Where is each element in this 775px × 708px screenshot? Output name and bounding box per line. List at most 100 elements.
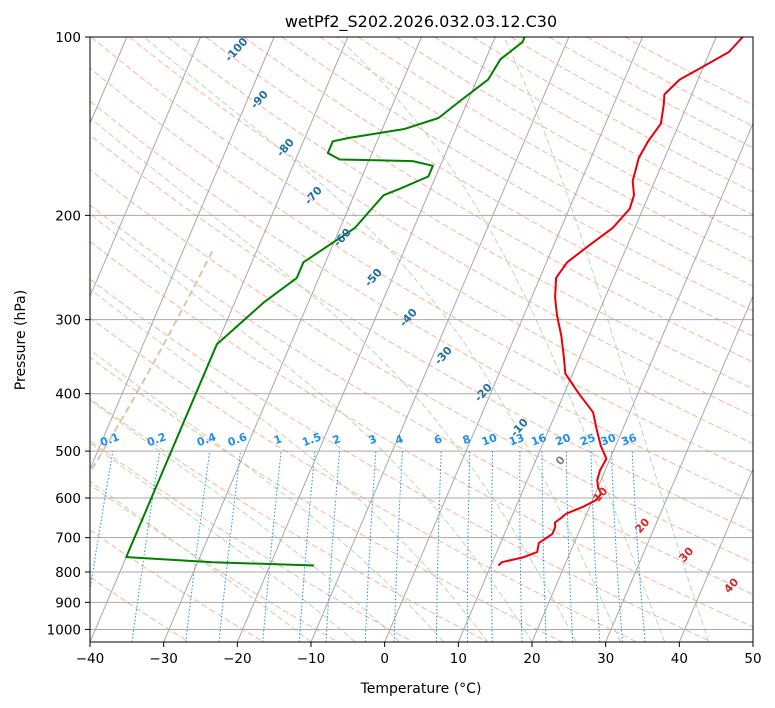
dry-adiabat — [90, 484, 339, 642]
dry-adiabat — [548, 37, 753, 149]
x-tick-label: −10 — [297, 651, 326, 667]
x-tick-label: 40 — [671, 651, 688, 667]
mixing-ratio-label: 3 — [367, 432, 379, 447]
dry-adiabat — [90, 397, 488, 642]
dry-adiabat — [90, 529, 264, 642]
isotherm-line — [236, 37, 496, 642]
mixing-ratio-label: 0.4 — [195, 430, 218, 449]
mixing-ratio-label: 1 — [272, 432, 284, 447]
y-tick-label: 1000 — [47, 622, 81, 638]
dry-adiabat — [90, 278, 712, 642]
isotherm-line — [457, 37, 717, 642]
mixing-ratio-line — [185, 451, 211, 642]
isotherm-line — [605, 295, 753, 642]
moist-adiabat — [503, 37, 710, 642]
dry-adiabat — [90, 168, 753, 564]
dry-adiabat — [90, 317, 638, 642]
y-tick-label: 400 — [55, 387, 81, 403]
line-labels: -100-90-80-70-60-50-40-30-20-10010203040… — [98, 35, 741, 596]
mixing-ratio-line — [466, 451, 471, 642]
moist-adiabat — [90, 349, 444, 642]
mixing-ratio-label: 30 — [599, 431, 618, 449]
dry-adiabat — [90, 134, 753, 533]
x-tick-label: 50 — [744, 651, 761, 667]
isotherm-line — [678, 467, 753, 642]
isotherm-label: -60 — [331, 226, 354, 250]
x-tick-label: 20 — [523, 651, 540, 667]
isotherm-label: 0 — [553, 453, 568, 468]
y-tick-label: 300 — [55, 313, 81, 329]
mixing-ratio-label: 25 — [578, 431, 597, 448]
dry-adiabat — [90, 37, 753, 445]
x-tick-label: 30 — [597, 651, 614, 667]
x-tick-label: −30 — [149, 651, 178, 667]
dry-adiabat — [434, 37, 753, 216]
moist-adiabat — [90, 442, 356, 642]
moist-adiabat — [90, 399, 400, 642]
dry-adiabat — [90, 241, 753, 628]
y-tick-label: 600 — [55, 491, 81, 507]
plot-frame — [89, 36, 754, 643]
mixing-ratio-label: 0.1 — [98, 430, 121, 449]
dry-adiabat — [90, 440, 414, 642]
mixing-ratio-label: 0.6 — [226, 430, 249, 449]
moist-adiabat — [90, 213, 533, 642]
mixing-ratio-label: 1.5 — [300, 430, 323, 449]
mixing-ratio-line — [565, 451, 574, 642]
mixing-ratio-line — [590, 451, 601, 642]
moist-adiabat — [90, 480, 312, 642]
mixing-ratio-line — [519, 451, 523, 642]
dewpoint-profile — [125, 37, 526, 567]
y-tick-label: 500 — [55, 444, 81, 460]
isotherm-line — [752, 640, 753, 642]
dry-adiabat — [396, 37, 753, 239]
dry-adiabat — [472, 37, 753, 193]
mixing-ratio-label: 0.2 — [145, 430, 168, 449]
isotherm-line — [163, 37, 422, 642]
x-tick-label: −40 — [76, 651, 105, 667]
isotherm-line — [384, 37, 643, 642]
y-tick-label: 900 — [55, 595, 81, 611]
mixing-ratio-label: 13 — [507, 431, 526, 448]
dry-adiabat — [90, 67, 753, 473]
y-tick-label: 700 — [55, 531, 81, 547]
chart-title: wetPf2_S202.2026.032.03.12.C30 — [285, 12, 557, 32]
mixing-ratio-line — [611, 451, 623, 642]
y-tick-label: 800 — [55, 565, 81, 581]
mixing-ratio-line — [491, 451, 494, 642]
mixing-ratio-label: 20 — [554, 431, 573, 449]
mixing-ratio-line — [298, 451, 316, 642]
profile-lines — [125, 37, 744, 567]
isotherm-line — [531, 122, 753, 642]
mixing-ratio-line — [325, 451, 341, 642]
mixing-ratio-label: 2 — [331, 432, 343, 447]
mixing-ratio-line — [435, 451, 442, 642]
isotherm-label: 40 — [721, 575, 741, 595]
mixing-ratio-label: 16 — [529, 431, 548, 449]
x-axis-label: Temperature (°C) — [360, 681, 482, 697]
y-axis-label: Pressure (hPa) — [13, 290, 29, 390]
mixing-ratio-label: 36 — [620, 431, 639, 449]
moist-adiabat — [90, 116, 577, 642]
mixing-ratio-line — [218, 451, 241, 642]
x-tick-label: 10 — [450, 651, 467, 667]
isotherm-label: -70 — [302, 184, 325, 208]
isotherm-label: -80 — [274, 136, 297, 160]
dry-adiabat — [129, 37, 753, 417]
background-lines — [90, 37, 753, 642]
mixing-ratio-label: 4 — [393, 432, 405, 447]
moist-adiabat — [143, 37, 621, 642]
moist-adiabat — [90, 288, 489, 642]
isotherm-line — [90, 37, 275, 471]
isotherm-label: -30 — [432, 344, 455, 368]
isotherm-line — [90, 37, 201, 298]
mixing-ratio-label: 6 — [432, 432, 444, 447]
dry-adiabat — [510, 37, 753, 171]
mixing-ratio-line — [364, 451, 377, 642]
y-tick-label: 200 — [55, 208, 81, 224]
moist-adiabat — [336, 37, 666, 642]
dry-adiabat — [167, 37, 753, 390]
isotherm-label: 30 — [676, 544, 696, 564]
temperature-profile — [497, 37, 744, 567]
